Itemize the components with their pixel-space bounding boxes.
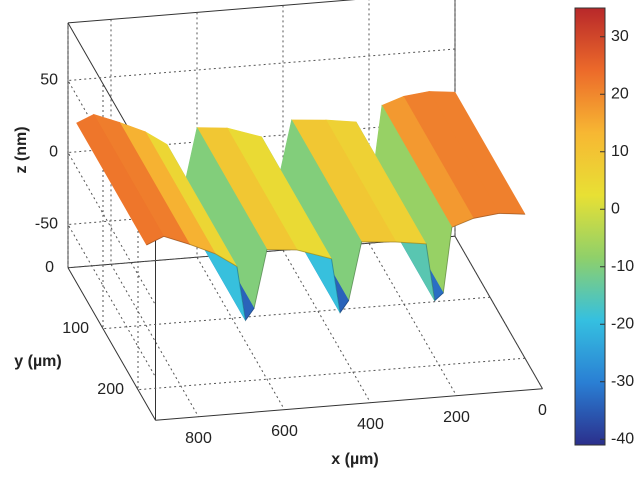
- colorbar-tick-label: -30: [611, 373, 634, 390]
- y-tick-label: 100: [62, 320, 89, 337]
- colorbar-tick-label: -10: [611, 258, 634, 275]
- grid-line: [454, 0, 543, 389]
- colorbar-tick-label: -20: [611, 315, 634, 332]
- colorbar: [574, 7, 606, 446]
- z-tick-label: -50: [35, 216, 58, 233]
- colorbar-tick-label: 20: [611, 85, 629, 102]
- colorbar-tick-label: 10: [611, 143, 629, 160]
- colorbar-tick-label: 30: [611, 28, 629, 45]
- box-edge: [67, 0, 356, 24]
- x-axis-label: x (µm): [331, 451, 378, 468]
- surface-front-edge: [146, 212, 526, 322]
- grid-line: [110, 19, 199, 417]
- grid-line: [368, 0, 457, 396]
- z-axis-label: z (nm): [13, 126, 30, 173]
- z-tick-label: 50: [40, 72, 58, 89]
- x-tick-label: 400: [357, 416, 384, 433]
- x-tick-label: 200: [443, 409, 470, 426]
- box-edge: [155, 388, 543, 421]
- x-tick-label: 600: [271, 423, 298, 440]
- y-axis-label: y (µm): [14, 353, 61, 370]
- x-tick-label: 800: [185, 430, 212, 447]
- grid-line: [196, 12, 285, 410]
- colorbar-tick-label: 0: [611, 200, 620, 217]
- grid-line: [282, 5, 371, 403]
- grid-line: [67, 192, 456, 378]
- x-tick-label: 0: [538, 402, 547, 419]
- surface-strip: [76, 114, 165, 246]
- y-tick-label: 0: [45, 259, 54, 276]
- grid-line: [67, 120, 456, 306]
- box-edge: [67, 267, 156, 421]
- colorbar-tick-label: -40: [611, 430, 634, 447]
- z-tick-label: 0: [49, 144, 58, 161]
- y-tick-label: 200: [97, 381, 124, 398]
- grid-line: [67, 22, 456, 269]
